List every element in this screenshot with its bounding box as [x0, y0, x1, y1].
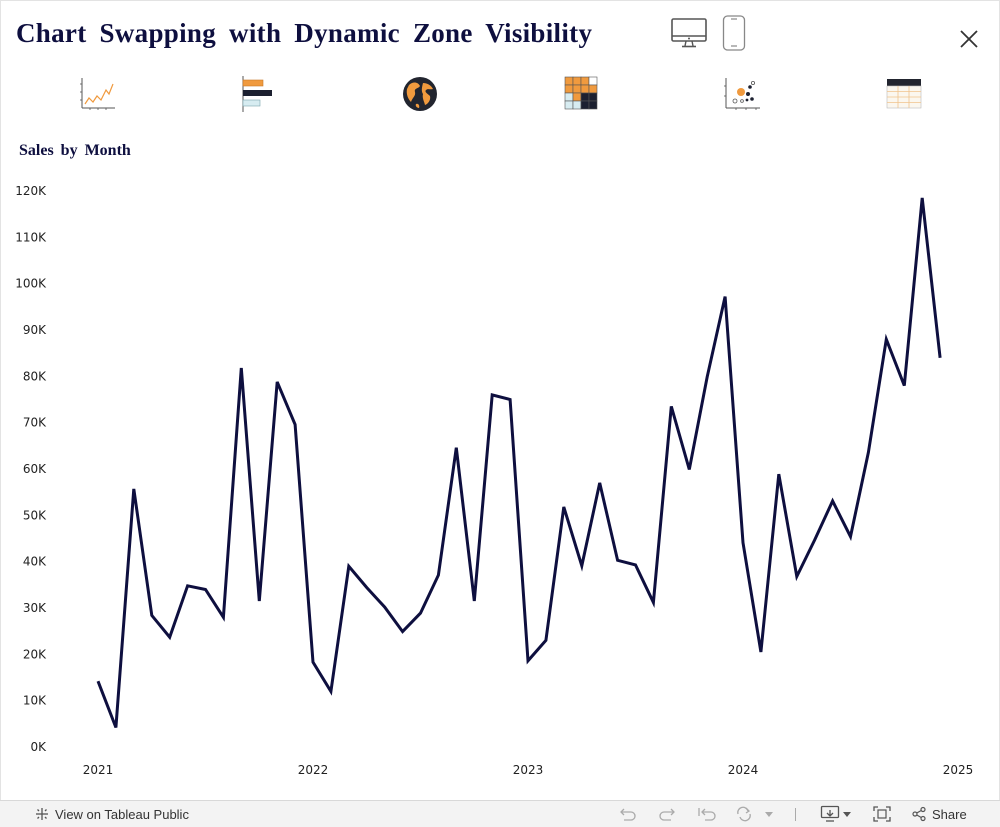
data-point[interactable]	[310, 659, 316, 665]
data-point[interactable]	[256, 598, 262, 604]
data-point[interactable]	[238, 365, 244, 371]
tableau-logo-icon	[36, 808, 48, 820]
y-tick-label: 60K	[23, 462, 47, 476]
data-point[interactable]	[704, 374, 710, 380]
x-tick-label: 2021	[83, 763, 114, 777]
data-point[interactable]	[740, 540, 746, 546]
data-point[interactable]	[650, 599, 656, 605]
data-point[interactable]	[328, 688, 334, 694]
data-point[interactable]	[489, 392, 495, 398]
y-tick-label: 0K	[30, 740, 47, 754]
x-tick-label: 2023	[513, 763, 544, 777]
y-tick-label: 40K	[23, 555, 47, 569]
heatmap-icon[interactable]	[561, 74, 601, 114]
y-tick-label: 100K	[15, 277, 47, 291]
data-point[interactable]	[579, 563, 585, 569]
data-point[interactable]	[382, 604, 388, 610]
y-tick-label: 110K	[15, 230, 47, 244]
view-on-tableau-label: View on Tableau Public	[55, 806, 189, 822]
table-icon[interactable]	[884, 74, 924, 114]
data-point[interactable]	[830, 498, 836, 504]
x-tick-label: 2024	[728, 763, 759, 777]
data-point[interactable]	[95, 678, 101, 684]
data-point[interactable]	[149, 612, 155, 618]
x-tick-label: 2022	[298, 763, 329, 777]
desktop-icon[interactable]	[671, 18, 707, 50]
line-chart: 0K 10K 20K 30K 40K 50K 60K 70K 80K 90K 100K 110K 120…	[15, 184, 974, 777]
y-tick-label: 20K	[23, 647, 47, 661]
data-point[interactable]	[937, 355, 943, 361]
data-point[interactable]	[597, 480, 603, 486]
view-on-tableau-link[interactable]: View on Tableau Public	[34, 806, 189, 822]
data-point[interactable]	[453, 445, 459, 451]
data-point[interactable]	[220, 614, 226, 620]
undo-icon[interactable]	[618, 805, 638, 823]
revert-icon[interactable]	[697, 805, 717, 823]
close-icon[interactable]	[956, 26, 982, 52]
footer-toolbar: View on Tableau Public	[0, 800, 1000, 827]
sales-line-series[interactable]	[96, 197, 942, 729]
data-point[interactable]	[471, 598, 477, 604]
data-point[interactable]	[131, 486, 137, 492]
data-point[interactable]	[633, 562, 639, 568]
data-point[interactable]	[758, 649, 764, 655]
data-point[interactable]	[812, 537, 818, 543]
data-point[interactable]	[167, 634, 173, 640]
y-tick-label: 80K	[23, 369, 47, 383]
data-point[interactable]	[346, 563, 352, 569]
data-point[interactable]	[919, 195, 925, 201]
y-tick-label: 30K	[23, 601, 47, 615]
data-point[interactable]	[848, 534, 854, 540]
data-point[interactable]	[203, 587, 209, 593]
x-tick-label: 2025	[943, 763, 974, 777]
download-dropdown-chevron-icon[interactable]	[842, 811, 852, 819]
line-chart-icon[interactable]	[78, 74, 118, 114]
data-point[interactable]	[615, 557, 621, 563]
toolbar-divider	[795, 808, 796, 821]
share-label: Share	[932, 806, 967, 822]
data-point[interactable]	[686, 467, 692, 473]
data-point[interactable]	[901, 383, 907, 389]
refresh-icon[interactable]	[734, 805, 754, 823]
chart-title: Sales by Month	[19, 142, 131, 159]
chevron-down-icon[interactable]	[764, 811, 774, 819]
y-tick-label: 10K	[23, 694, 47, 708]
share-button[interactable]: Share	[911, 806, 967, 822]
y-tick-label: 90K	[23, 323, 47, 337]
data-point[interactable]	[525, 658, 531, 664]
phone-icon[interactable]	[722, 15, 746, 51]
data-point[interactable]	[292, 422, 298, 428]
data-point[interactable]	[668, 403, 674, 409]
scatter-icon[interactable]	[722, 74, 762, 114]
data-point[interactable]	[561, 504, 567, 510]
map-icon[interactable]	[400, 74, 440, 114]
data-point[interactable]	[865, 449, 871, 455]
data-point[interactable]	[794, 574, 800, 580]
data-point[interactable]	[883, 336, 889, 342]
data-point[interactable]	[185, 583, 191, 589]
data-point[interactable]	[722, 294, 728, 300]
data-point[interactable]	[400, 629, 406, 635]
data-point[interactable]	[435, 572, 441, 578]
y-tick-label: 120K	[15, 184, 47, 198]
data-point[interactable]	[274, 379, 280, 385]
y-tick-label: 70K	[23, 416, 47, 430]
redo-icon[interactable]	[657, 805, 677, 823]
share-icon	[912, 806, 926, 822]
data-point[interactable]	[113, 725, 119, 731]
data-point[interactable]	[776, 471, 782, 477]
y-tick-label: 50K	[23, 508, 47, 522]
data-point[interactable]	[364, 585, 370, 591]
bar-chart-icon[interactable]	[240, 74, 280, 114]
data-point[interactable]	[418, 610, 424, 616]
fullscreen-icon[interactable]	[872, 805, 892, 823]
data-point[interactable]	[543, 637, 549, 643]
data-point[interactable]	[507, 397, 513, 403]
page-title: Chart Swapping with Dynamic Zone Visibil…	[16, 18, 593, 48]
download-icon[interactable]	[820, 805, 842, 823]
